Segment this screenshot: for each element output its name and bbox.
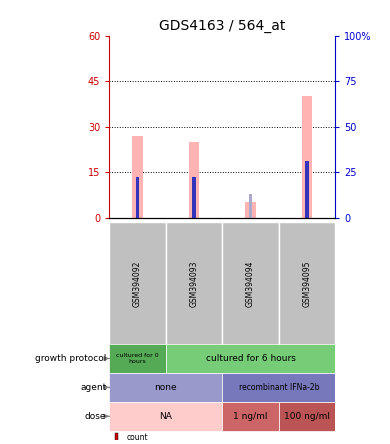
Title: GDS4163 / 564_at: GDS4163 / 564_at — [159, 19, 285, 33]
Bar — [166, 222, 222, 346]
Bar — [305, 161, 309, 218]
Text: dose: dose — [85, 412, 109, 421]
Bar — [222, 222, 279, 346]
Bar — [245, 202, 256, 218]
Bar — [222, 402, 279, 431]
Bar — [132, 135, 143, 218]
Bar — [109, 402, 222, 431]
Text: GSM394093: GSM394093 — [190, 261, 199, 307]
Bar — [109, 373, 222, 402]
Text: none: none — [154, 383, 177, 392]
Text: NA: NA — [159, 412, 172, 421]
Bar — [166, 344, 335, 373]
Text: 100 ng/ml: 100 ng/ml — [284, 412, 330, 421]
Bar — [279, 402, 335, 431]
Text: count: count — [126, 433, 148, 442]
Text: cultured for 6 hours: cultured for 6 hours — [206, 354, 296, 363]
Text: cultured for 0
hours: cultured for 0 hours — [116, 353, 159, 364]
Bar — [109, 344, 166, 373]
Text: GSM394095: GSM394095 — [303, 261, 312, 307]
Text: growth protocol: growth protocol — [35, 354, 109, 363]
Bar — [192, 178, 196, 218]
Bar — [189, 142, 199, 218]
Text: GSM394092: GSM394092 — [133, 261, 142, 307]
Text: agent: agent — [80, 383, 109, 392]
Bar — [222, 373, 335, 402]
Text: recombinant IFNa-2b: recombinant IFNa-2b — [239, 383, 319, 392]
Bar — [302, 96, 312, 218]
Bar — [279, 222, 335, 346]
Bar — [115, 433, 118, 442]
Text: GSM394094: GSM394094 — [246, 261, 255, 307]
Bar — [136, 178, 139, 218]
Bar — [249, 194, 252, 218]
Text: 1 ng/ml: 1 ng/ml — [233, 412, 268, 421]
Bar — [109, 222, 166, 346]
